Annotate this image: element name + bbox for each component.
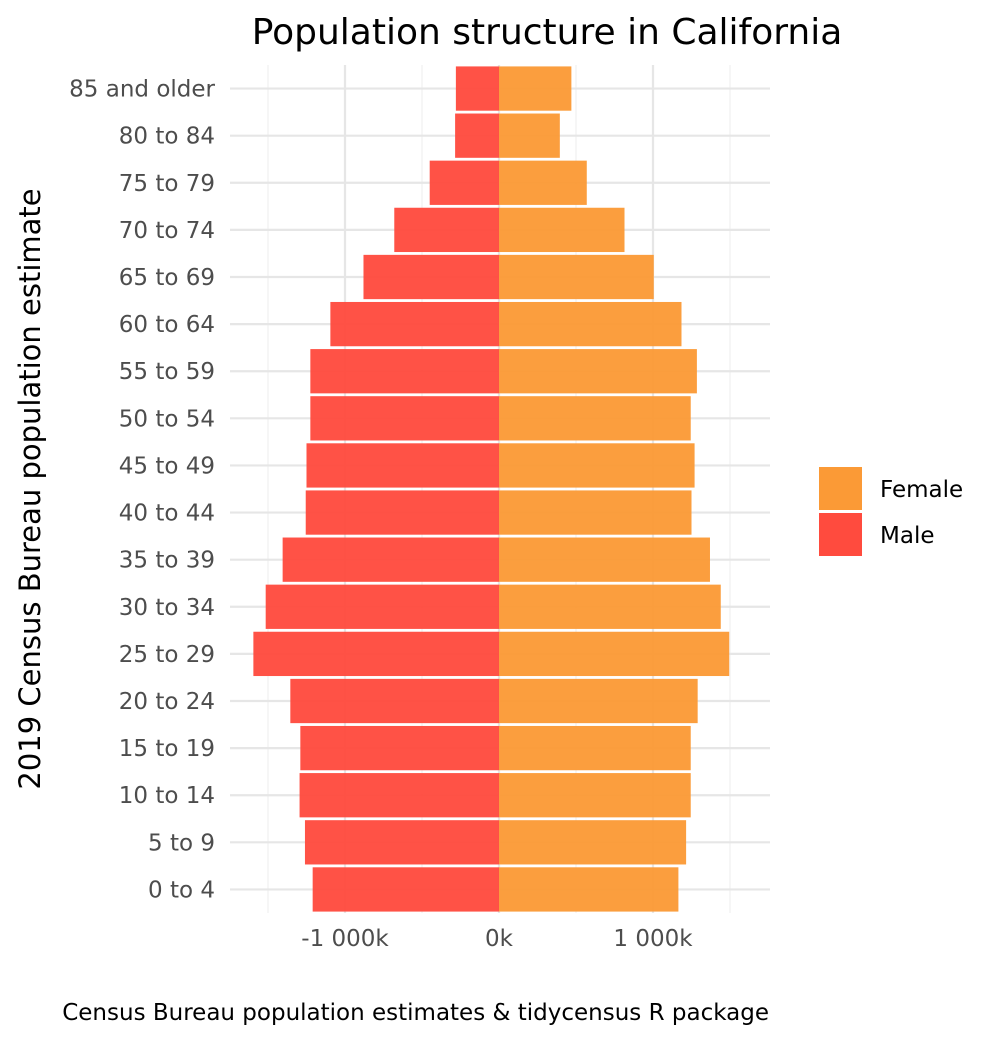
bar-male [330,301,499,347]
y-tick-label: 45 to 49 [119,453,215,479]
y-axis-title: 2019 Census Bureau population estimate [13,188,47,789]
bar-male [312,867,499,912]
bar-female [499,537,710,582]
y-tick-label: 25 to 29 [119,642,215,668]
bar-male [429,160,499,205]
x-tick-label: -1 000k [301,926,389,952]
bar-male [299,773,499,818]
bar-female [499,66,572,111]
bar-male [455,66,499,111]
bar-female [499,490,692,535]
bar-male [304,820,499,865]
bar-male [363,254,499,300]
bar-female [499,773,691,818]
x-tick-label: 0k [485,926,514,952]
y-tick-label: 5 to 9 [148,830,215,856]
y-tick-label: 10 to 14 [119,783,215,809]
bar-male [310,396,499,441]
y-tick-label: 20 to 24 [119,689,215,715]
legend-swatch-male [819,513,862,556]
y-tick-label: 75 to 79 [119,171,215,197]
y-tick-label: 40 to 44 [119,501,215,527]
y-tick-label: 30 to 34 [119,595,215,621]
bar-female [499,160,587,205]
x-tick-label: 1 000k [613,926,693,952]
bar-female [499,207,625,253]
y-tick-label: 85 and older [69,77,215,103]
bar-female [499,443,695,488]
bar-female [499,349,697,394]
bar-male [253,631,499,677]
bar-female [499,725,691,771]
y-tick-label: 60 to 64 [119,312,215,338]
bar-male [394,207,499,253]
bar-female [499,113,560,158]
bar-male [455,113,499,158]
y-tick-label: 15 to 19 [119,736,215,762]
legend-label-male: Male [880,523,934,549]
bar-female [499,631,730,677]
bar-male [310,349,499,394]
y-tick-label: 50 to 54 [119,406,215,432]
bars [253,66,730,912]
legend-swatch-female [819,467,862,510]
y-tick-label: 55 to 59 [119,359,215,385]
y-tick-label: 65 to 69 [119,265,215,291]
bar-male [282,537,499,582]
chart-title: Population structure in California [252,12,843,53]
bar-female [499,301,682,347]
bar-female [499,867,679,912]
bar-male [265,584,499,629]
legend-label-female: Female [880,477,963,503]
x-tick-labels: -1 000k 0k 1 000k [301,926,693,952]
chart-caption: Census Bureau population estimates & tid… [62,1000,769,1026]
legend: Female Male [819,467,963,556]
bar-female [499,678,698,724]
bar-male [290,678,499,724]
bar-female [499,820,687,865]
bar-male [306,443,499,488]
bar-female [499,584,721,629]
y-tick-label: 70 to 74 [119,218,215,244]
y-tick-label: 35 to 39 [119,548,215,574]
bar-female [499,254,654,300]
y-tick-label: 80 to 84 [119,124,215,150]
bar-male [300,725,499,771]
y-tick-labels: 0 to 4 5 to 9 10 to 14 15 to 19 20 to 24 25 t… [69,77,215,904]
y-tick-label: 0 to 4 [148,877,215,903]
bar-female [499,396,691,441]
bar-male [305,490,499,535]
